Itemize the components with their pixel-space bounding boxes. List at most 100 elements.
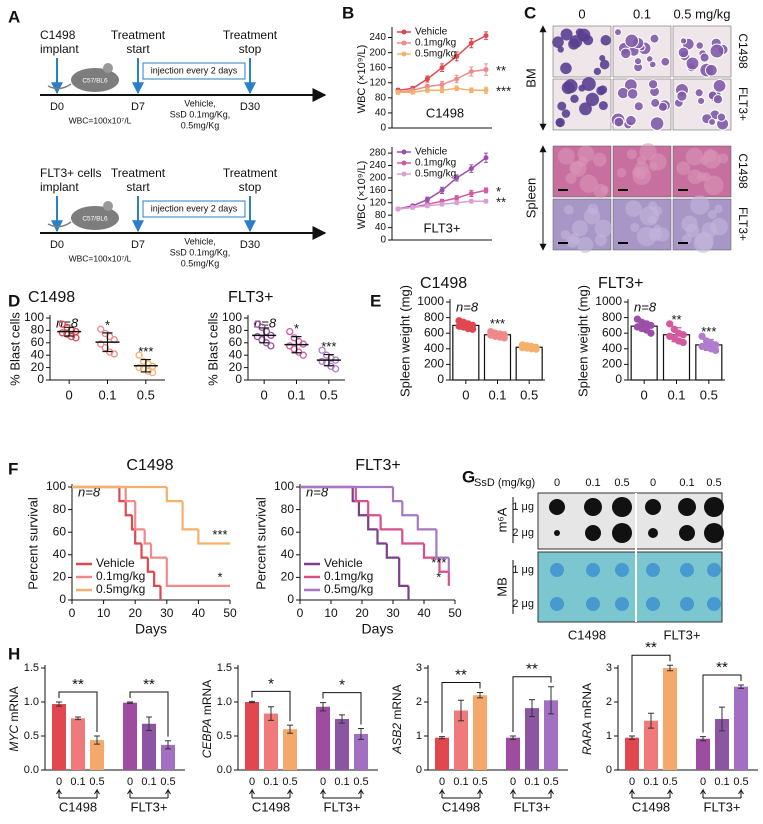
y-tick-label: 120 <box>369 77 386 88</box>
x-tick-label: 0.1 <box>488 387 506 402</box>
cell <box>613 116 625 128</box>
survival-step <box>401 529 424 545</box>
y-tick-label: 0 <box>416 764 422 776</box>
x-tick-label: 0.5 <box>282 776 297 788</box>
tissue-spot <box>616 167 627 178</box>
chart-title: FLT3+ <box>424 220 461 235</box>
group-label: FLT3+ <box>131 799 168 814</box>
x-axis-label: Days <box>362 621 394 637</box>
survival-step <box>181 501 199 531</box>
cell <box>685 56 700 71</box>
blot-dose: 0.5 <box>614 477 629 489</box>
survival-step <box>367 501 381 517</box>
legend-label: Vehicle <box>415 147 448 158</box>
data-point <box>454 76 460 82</box>
tissue-spot <box>625 200 642 217</box>
cell <box>600 35 611 46</box>
survival-step <box>367 515 378 531</box>
tissue-spot <box>704 175 724 196</box>
chart-title: C1498 <box>28 289 75 306</box>
data-point <box>647 321 655 330</box>
chart-title: FLT3+ <box>598 275 644 292</box>
stop-label: stop <box>239 42 262 56</box>
data-point <box>424 76 430 82</box>
y-tick-label: 100 <box>222 310 242 324</box>
treatment-label: Vehicle, <box>184 236 216 246</box>
x-tick-label: 0 <box>249 776 255 788</box>
survival-step <box>124 501 133 517</box>
y-tick-label: 1 <box>606 730 612 742</box>
blot-dot <box>612 497 632 517</box>
data-point <box>454 175 460 181</box>
error-bar <box>738 684 744 689</box>
x-tick-label: 50 <box>448 606 462 620</box>
x-tick-label: 0 <box>462 387 469 402</box>
data-point <box>439 201 445 207</box>
legend-label: Vehicle <box>96 556 135 570</box>
x-tick-label: 0 <box>510 776 516 788</box>
data-point <box>468 68 474 74</box>
y-tick-label: 80 <box>375 92 387 103</box>
tissue-spot <box>649 153 667 171</box>
stop-label: Treatment <box>223 28 278 42</box>
y-tick-label: 160 <box>369 185 386 196</box>
survival-step <box>354 487 369 503</box>
y-tick-label: 80 <box>31 323 45 337</box>
data-point <box>72 334 80 342</box>
data-point <box>106 348 114 356</box>
error-bar <box>524 344 535 350</box>
y-tick-label: 80 <box>281 502 295 516</box>
bar <box>473 695 487 770</box>
data-point <box>424 197 430 203</box>
x-tick-label: 0.5 <box>700 387 718 402</box>
n-label: n=8 <box>634 299 657 314</box>
y-tick-label: 0.0 <box>217 764 232 776</box>
cell <box>614 28 622 37</box>
y-tick-label: 1.0 <box>24 696 39 708</box>
group-arrow <box>56 788 100 799</box>
x-tick-label: 0 <box>297 606 304 620</box>
cell <box>568 38 580 50</box>
data-point <box>144 367 152 375</box>
tissue-label: BM <box>523 68 538 88</box>
x-tick-label: 0 <box>127 776 133 788</box>
row-label: C1498 <box>736 153 750 189</box>
cell <box>561 81 575 95</box>
day-label: D7 <box>131 101 145 113</box>
tissue-spot <box>563 205 574 215</box>
y-tick-label: 1000 <box>417 294 444 308</box>
bar <box>644 720 658 770</box>
row-label: FLT3+ <box>736 207 750 241</box>
error-bar <box>639 320 650 332</box>
y-tick-label: 200 <box>369 173 386 184</box>
chart-title: C1498 <box>426 105 464 120</box>
x-tick-label: 0.1 <box>667 387 685 402</box>
mouse-ear <box>103 201 113 211</box>
data-point <box>483 33 489 39</box>
cell <box>694 88 704 98</box>
x-tick-label: 0.1 <box>524 776 539 788</box>
data-point <box>454 195 460 201</box>
legend-label: 0.5mg/kg <box>415 49 456 60</box>
tissue-spot <box>579 174 598 193</box>
legend-marker <box>401 149 407 155</box>
y-tick-label: 400 <box>424 341 444 355</box>
bracket <box>702 674 742 733</box>
mouse-tail <box>47 83 72 90</box>
x-tick-label: 0.5 <box>353 776 368 788</box>
row-label: FLT3+ <box>736 87 750 121</box>
cell <box>709 43 725 59</box>
y-tick-label: 3 <box>416 662 422 674</box>
y-axis-label: % Blast cells <box>7 312 22 386</box>
tissue-spot <box>701 172 711 182</box>
data-point <box>286 327 294 336</box>
legend-marker <box>401 171 407 177</box>
significance: *** <box>138 344 153 359</box>
blot-dot <box>707 597 721 611</box>
blot-dot <box>549 499 565 515</box>
significance: * <box>217 569 222 584</box>
error-bar <box>477 691 483 699</box>
group-arrow <box>510 788 554 799</box>
legend-label: 0.1mg/kg <box>415 158 456 169</box>
start-label: Treatment <box>111 166 166 180</box>
